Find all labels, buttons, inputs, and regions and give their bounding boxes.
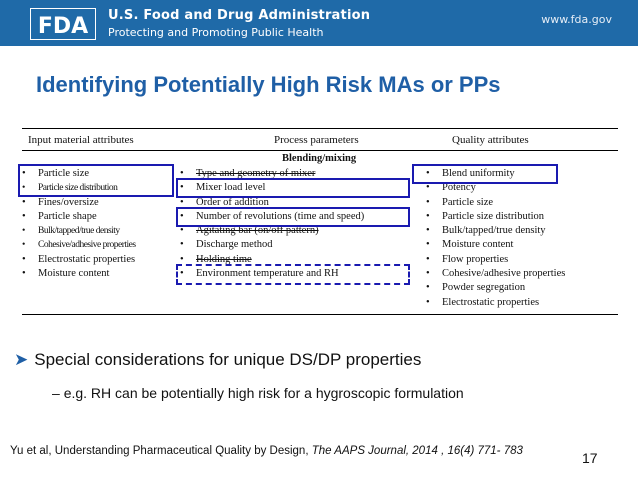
dashed-box-environment <box>176 264 410 285</box>
header-quality-attributes: Quality attributes <box>452 134 529 146</box>
citation-journal: The AAPS Journal, 2014 , 16(4) 771- 783 <box>311 445 523 457</box>
org-name: U.S. Food and Drug Administration <box>108 8 371 23</box>
list-item: Electrostatic properties <box>22 253 136 267</box>
blending-mixing-subheading: Blending/mixing <box>282 153 357 164</box>
attributes-table: Input material attributes Process parame… <box>14 124 620 330</box>
highlight-box-mixer-load <box>176 178 410 198</box>
org-tagline: Protecting and Promoting Public Health <box>108 26 324 39</box>
highlight-box-particle-size <box>18 164 174 197</box>
list-item: Blend uniformity <box>426 167 565 181</box>
process-parameters-list: Type and geometry of mixer Mixer load le… <box>180 167 364 281</box>
svg-text:FDA: FDA <box>38 14 88 39</box>
list-item: Particle size distribution <box>22 181 136 195</box>
list-item: Moisture content <box>22 267 136 281</box>
list-item: Potency <box>426 181 565 195</box>
list-item: Particle size <box>426 196 565 210</box>
list-item: Powder segregation <box>426 281 565 295</box>
list-item: Mixer load level <box>180 181 364 195</box>
input-attributes-list: Particle size Particle size distribution… <box>22 167 136 281</box>
highlight-box-blend-uniformity <box>412 164 558 184</box>
table-bottom-rule <box>22 314 618 315</box>
list-item: Particle size distribution <box>426 210 565 224</box>
header-process-parameters: Process parameters <box>274 134 359 146</box>
citation-text: Yu et al, Understanding Pharmaceutical Q… <box>10 445 312 457</box>
quality-attributes-list: Blend uniformity Potency Particle size P… <box>426 167 565 310</box>
list-item: Type and geometry of mixer <box>180 167 364 181</box>
sub-bullet: – e.g. RH can be potentially high risk f… <box>52 385 464 401</box>
fda-header-bar: FDA U.S. Food and Drug Administration Pr… <box>0 0 638 46</box>
list-item: Bulk/tapped/true density <box>22 224 136 238</box>
arrow-bullet-icon: ➤ <box>14 350 29 369</box>
list-item: Electrostatic properties <box>426 296 565 310</box>
list-item: Particle shape <box>22 210 136 224</box>
main-bullet: ➤ Special considerations for unique DS/DP… <box>14 350 421 370</box>
list-item: Fines/oversize <box>22 196 136 210</box>
fda-logo-icon: FDA <box>30 8 96 40</box>
list-item: Environment temperature and RH <box>180 267 364 281</box>
highlight-box-revolutions <box>176 207 410 227</box>
sub-bullet-text: e.g. RH can be potentially high risk for… <box>63 385 464 401</box>
citation: Yu et al, Understanding Pharmaceutical Q… <box>10 445 523 457</box>
list-item: Bulk/tapped/true density <box>426 224 565 238</box>
page-number: 17 <box>582 450 598 466</box>
list-item: Particle size <box>22 167 136 181</box>
list-item: Holding time <box>180 253 364 267</box>
list-item: Flow properties <box>426 253 565 267</box>
list-item: Agitating bar (on/off pattern) <box>180 224 364 238</box>
list-item: Number of revolutions (time and speed) <box>180 210 364 224</box>
list-item: Order of addition <box>180 196 364 210</box>
table-header-rule <box>22 150 618 151</box>
list-item: Moisture content <box>426 238 565 252</box>
main-bullet-text: Special considerations for unique DS/DP … <box>34 350 422 369</box>
table-top-rule <box>22 128 618 129</box>
list-item: Cohesive/adhesive properties <box>22 238 136 252</box>
list-item: Cohesive/adhesive properties <box>426 267 565 281</box>
list-item: Discharge method <box>180 238 364 252</box>
site-url-link[interactable]: www.fda.gov <box>541 13 612 26</box>
slide-title: Identifying Potentially High Risk MAs or… <box>36 72 501 97</box>
header-input-attributes: Input material attributes <box>28 134 134 146</box>
